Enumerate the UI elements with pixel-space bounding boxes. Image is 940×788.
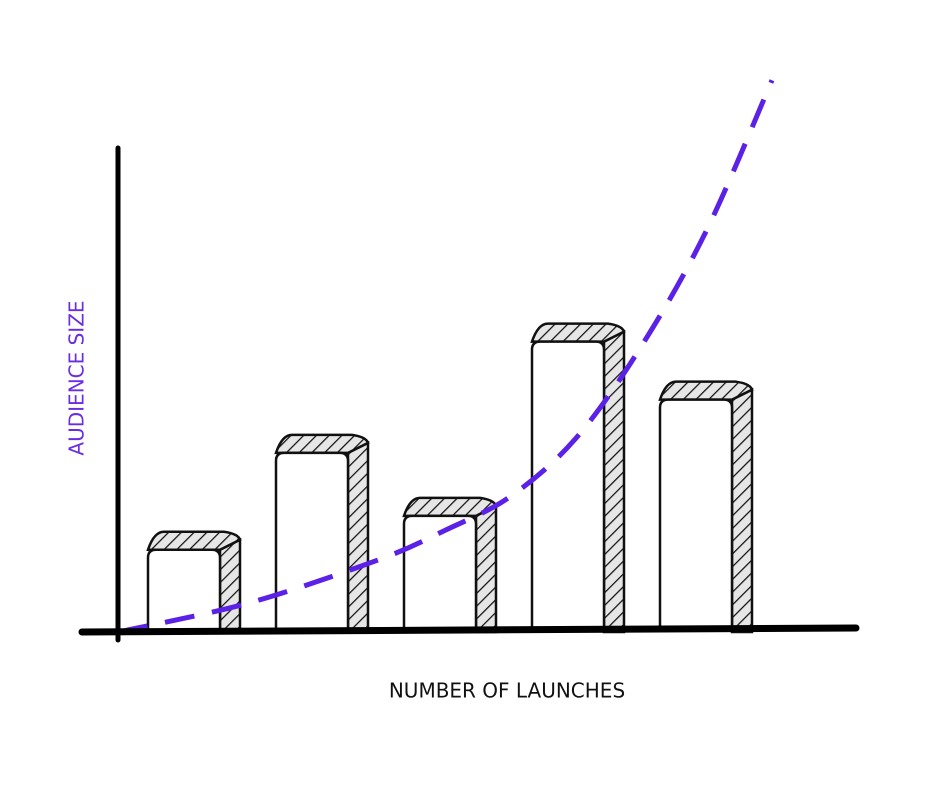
bar [146, 548, 222, 632]
bar-side [730, 387, 754, 634]
y-axis-label: AUDIENCE SIZE [65, 300, 89, 455]
bar-side [218, 537, 242, 634]
bar [274, 451, 350, 632]
bar-cap [146, 530, 242, 551]
bar-cap [530, 322, 626, 343]
bar [402, 514, 478, 632]
bar-side [474, 503, 498, 634]
bar-cap [658, 380, 754, 401]
x-axis-label: NUMBER OF LAUNCHES [389, 679, 625, 703]
bar [530, 340, 606, 632]
x-axis [78, 624, 860, 636]
bar-cap [274, 433, 370, 455]
bar [658, 398, 734, 632]
bar-side [346, 440, 370, 634]
trend-line [117, 79, 775, 635]
